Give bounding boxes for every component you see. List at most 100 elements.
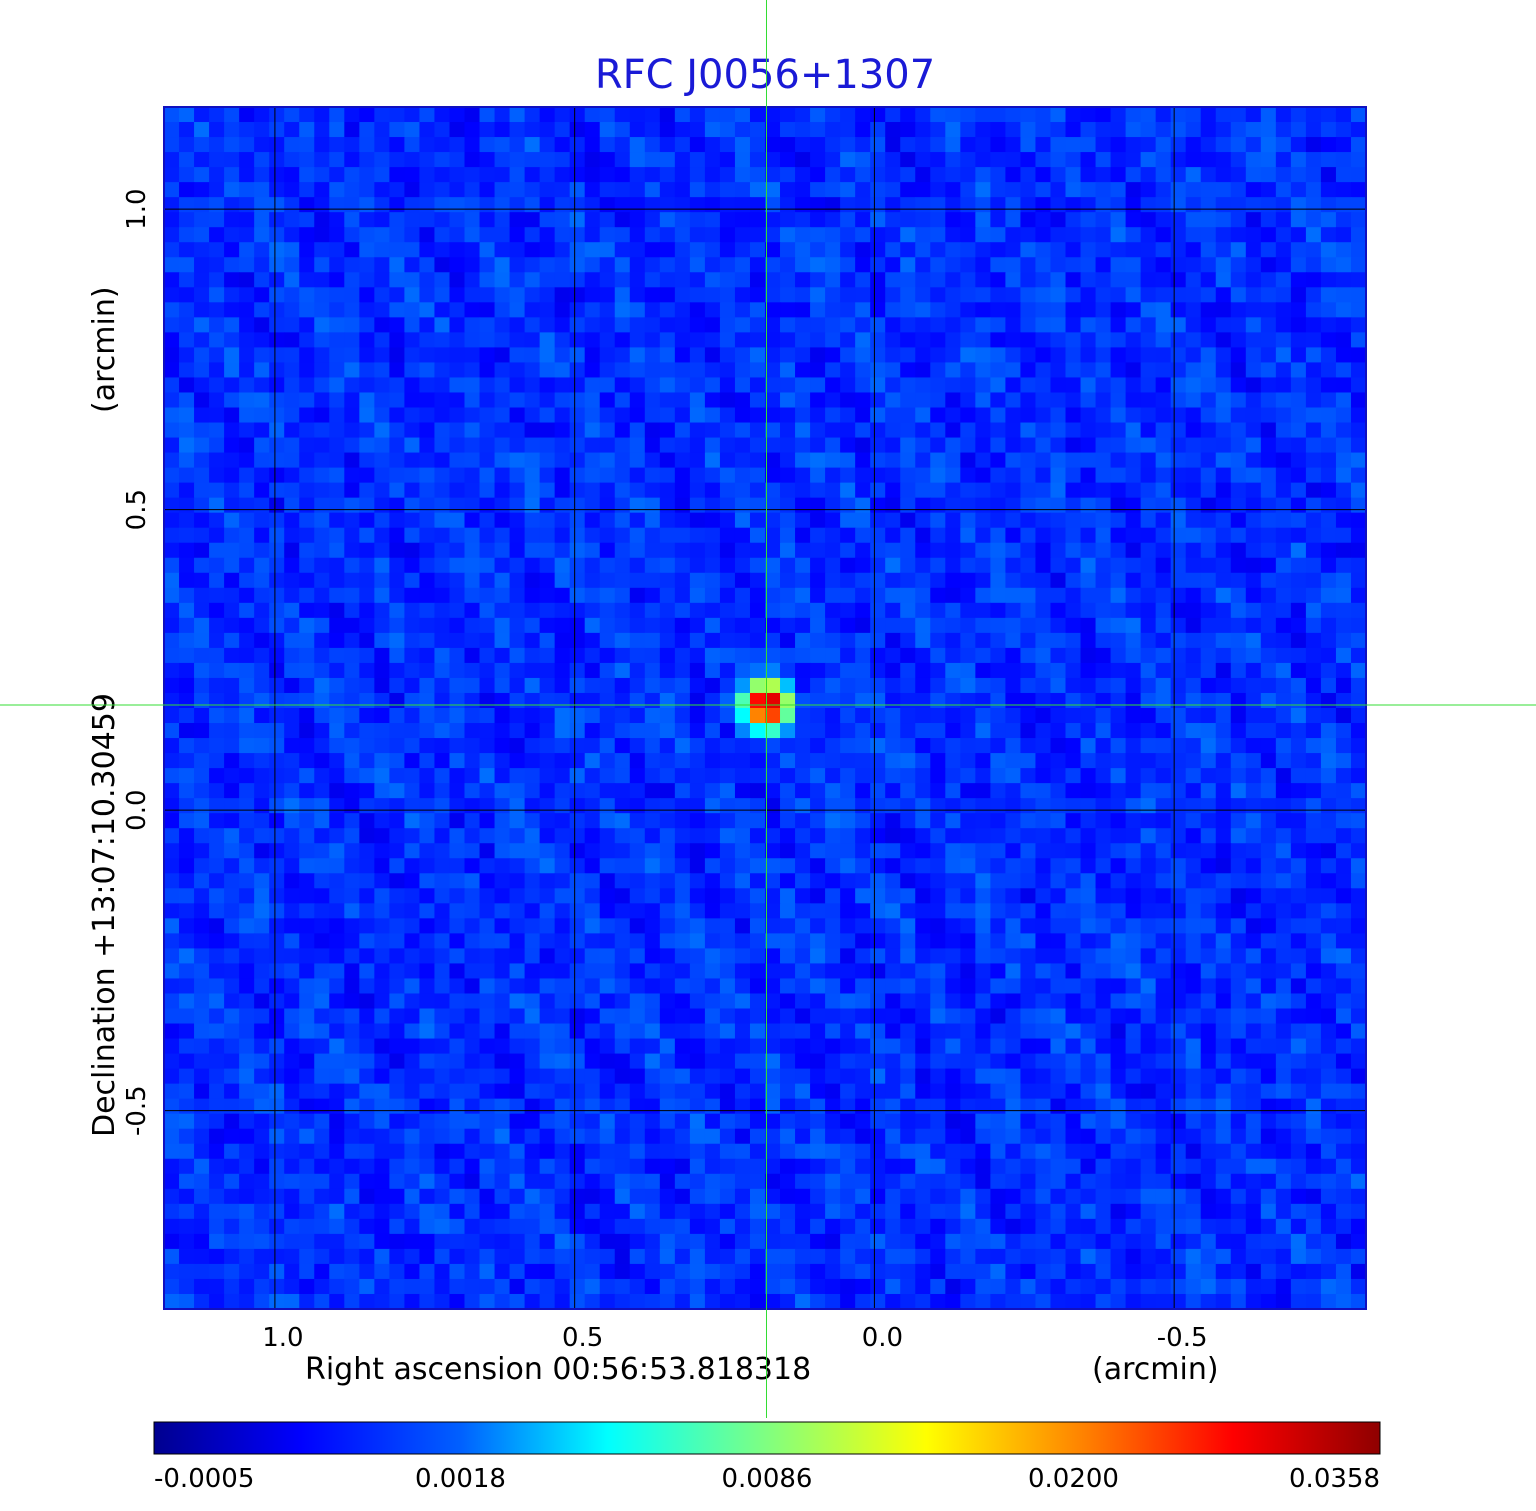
map-pixel	[1020, 437, 1037, 454]
map-pixel	[1140, 1008, 1157, 1025]
map-pixel	[870, 708, 886, 724]
map-pixel	[780, 873, 796, 889]
map-pixel	[1080, 753, 1097, 769]
map-pixel	[569, 933, 586, 950]
map-pixel	[975, 422, 991, 439]
map-pixel	[494, 527, 511, 544]
map-pixel	[164, 167, 180, 183]
map-pixel	[464, 993, 481, 1010]
map-pixel	[344, 272, 360, 288]
map-pixel	[1155, 783, 1172, 799]
map-pixel	[704, 437, 721, 454]
map-pixel	[1155, 858, 1172, 874]
map-pixel	[1350, 978, 1367, 995]
map-pixel	[689, 828, 706, 844]
map-pixel	[930, 918, 946, 934]
map-pixel	[314, 858, 330, 874]
map-pixel	[1065, 933, 1082, 950]
map-pixel	[359, 167, 375, 183]
map-pixel	[344, 738, 360, 754]
map-pixel	[855, 137, 871, 153]
map-pixel	[524, 963, 541, 980]
map-pixel	[254, 873, 270, 889]
map-pixel	[1335, 392, 1352, 409]
map-pixel	[389, 272, 406, 288]
map-pixel	[494, 242, 511, 258]
map-pixel	[870, 978, 886, 995]
map-pixel	[254, 257, 270, 273]
map-pixel	[1275, 692, 1292, 709]
map-pixel	[1170, 362, 1187, 379]
map-pixel	[1230, 602, 1247, 619]
map-pixel	[179, 798, 195, 814]
map-pixel	[599, 723, 616, 739]
map-pixel	[209, 587, 225, 604]
map-pixel	[1170, 933, 1187, 950]
map-pixel	[945, 948, 961, 965]
map-pixel	[1350, 512, 1367, 529]
map-pixel	[269, 662, 285, 679]
map-pixel	[900, 587, 916, 604]
map-pixel	[269, 888, 285, 904]
map-pixel	[734, 798, 751, 814]
map-pixel	[930, 1008, 946, 1025]
map-pixel	[1260, 242, 1277, 258]
map-pixel	[539, 317, 556, 333]
map-pixel	[389, 963, 406, 980]
map-pixel	[885, 888, 901, 904]
map-pixel	[885, 467, 901, 484]
map-pixel	[1095, 227, 1112, 243]
map-pixel	[629, 257, 646, 273]
map-pixel	[644, 828, 661, 844]
map-pixel	[870, 873, 886, 889]
map-pixel	[419, 708, 436, 724]
map-pixel	[224, 452, 240, 469]
map-pixel	[404, 993, 421, 1010]
map-pixel	[269, 1008, 285, 1025]
map-pixel	[885, 212, 901, 228]
map-pixel	[614, 858, 631, 874]
map-pixel	[1095, 557, 1112, 574]
map-pixel	[269, 242, 285, 258]
map-pixel	[209, 542, 225, 559]
map-pixel	[765, 122, 781, 138]
map-pixel	[855, 918, 871, 934]
map-pixel	[1050, 392, 1067, 409]
map-pixel	[614, 933, 631, 950]
map-pixel	[449, 302, 466, 318]
map-pixel	[1200, 347, 1217, 364]
map-pixel	[584, 753, 601, 769]
map-pixel	[419, 1038, 436, 1055]
map-pixel	[299, 738, 315, 754]
map-pixel	[825, 422, 841, 439]
map-pixel	[945, 152, 961, 168]
map-pixel	[825, 257, 841, 273]
map-pixel	[1035, 617, 1052, 634]
map-pixel	[224, 197, 240, 213]
map-pixel	[1140, 257, 1157, 273]
map-pixel	[284, 978, 300, 995]
map-pixel	[930, 392, 946, 409]
map-pixel	[224, 272, 240, 288]
map-pixel	[209, 302, 225, 318]
map-pixel	[344, 617, 360, 634]
map-pixel	[449, 978, 466, 995]
map-pixel	[1320, 467, 1337, 484]
map-pixel	[1230, 798, 1247, 814]
map-pixel	[1065, 813, 1082, 829]
map-pixel	[1035, 828, 1052, 844]
map-pixel	[1035, 677, 1052, 694]
map-pixel	[1350, 632, 1367, 649]
map-pixel	[629, 122, 646, 138]
map-pixel	[479, 632, 496, 649]
map-pixel	[194, 963, 210, 980]
map-pixel	[1230, 708, 1247, 724]
map-pixel	[1335, 122, 1352, 138]
map-pixel	[569, 182, 586, 198]
map-pixel	[1335, 647, 1352, 664]
map-pixel	[915, 362, 931, 379]
map-pixel	[840, 347, 856, 364]
map-pixel	[314, 1008, 330, 1025]
map-pixel	[344, 918, 360, 934]
map-pixel	[629, 392, 646, 409]
